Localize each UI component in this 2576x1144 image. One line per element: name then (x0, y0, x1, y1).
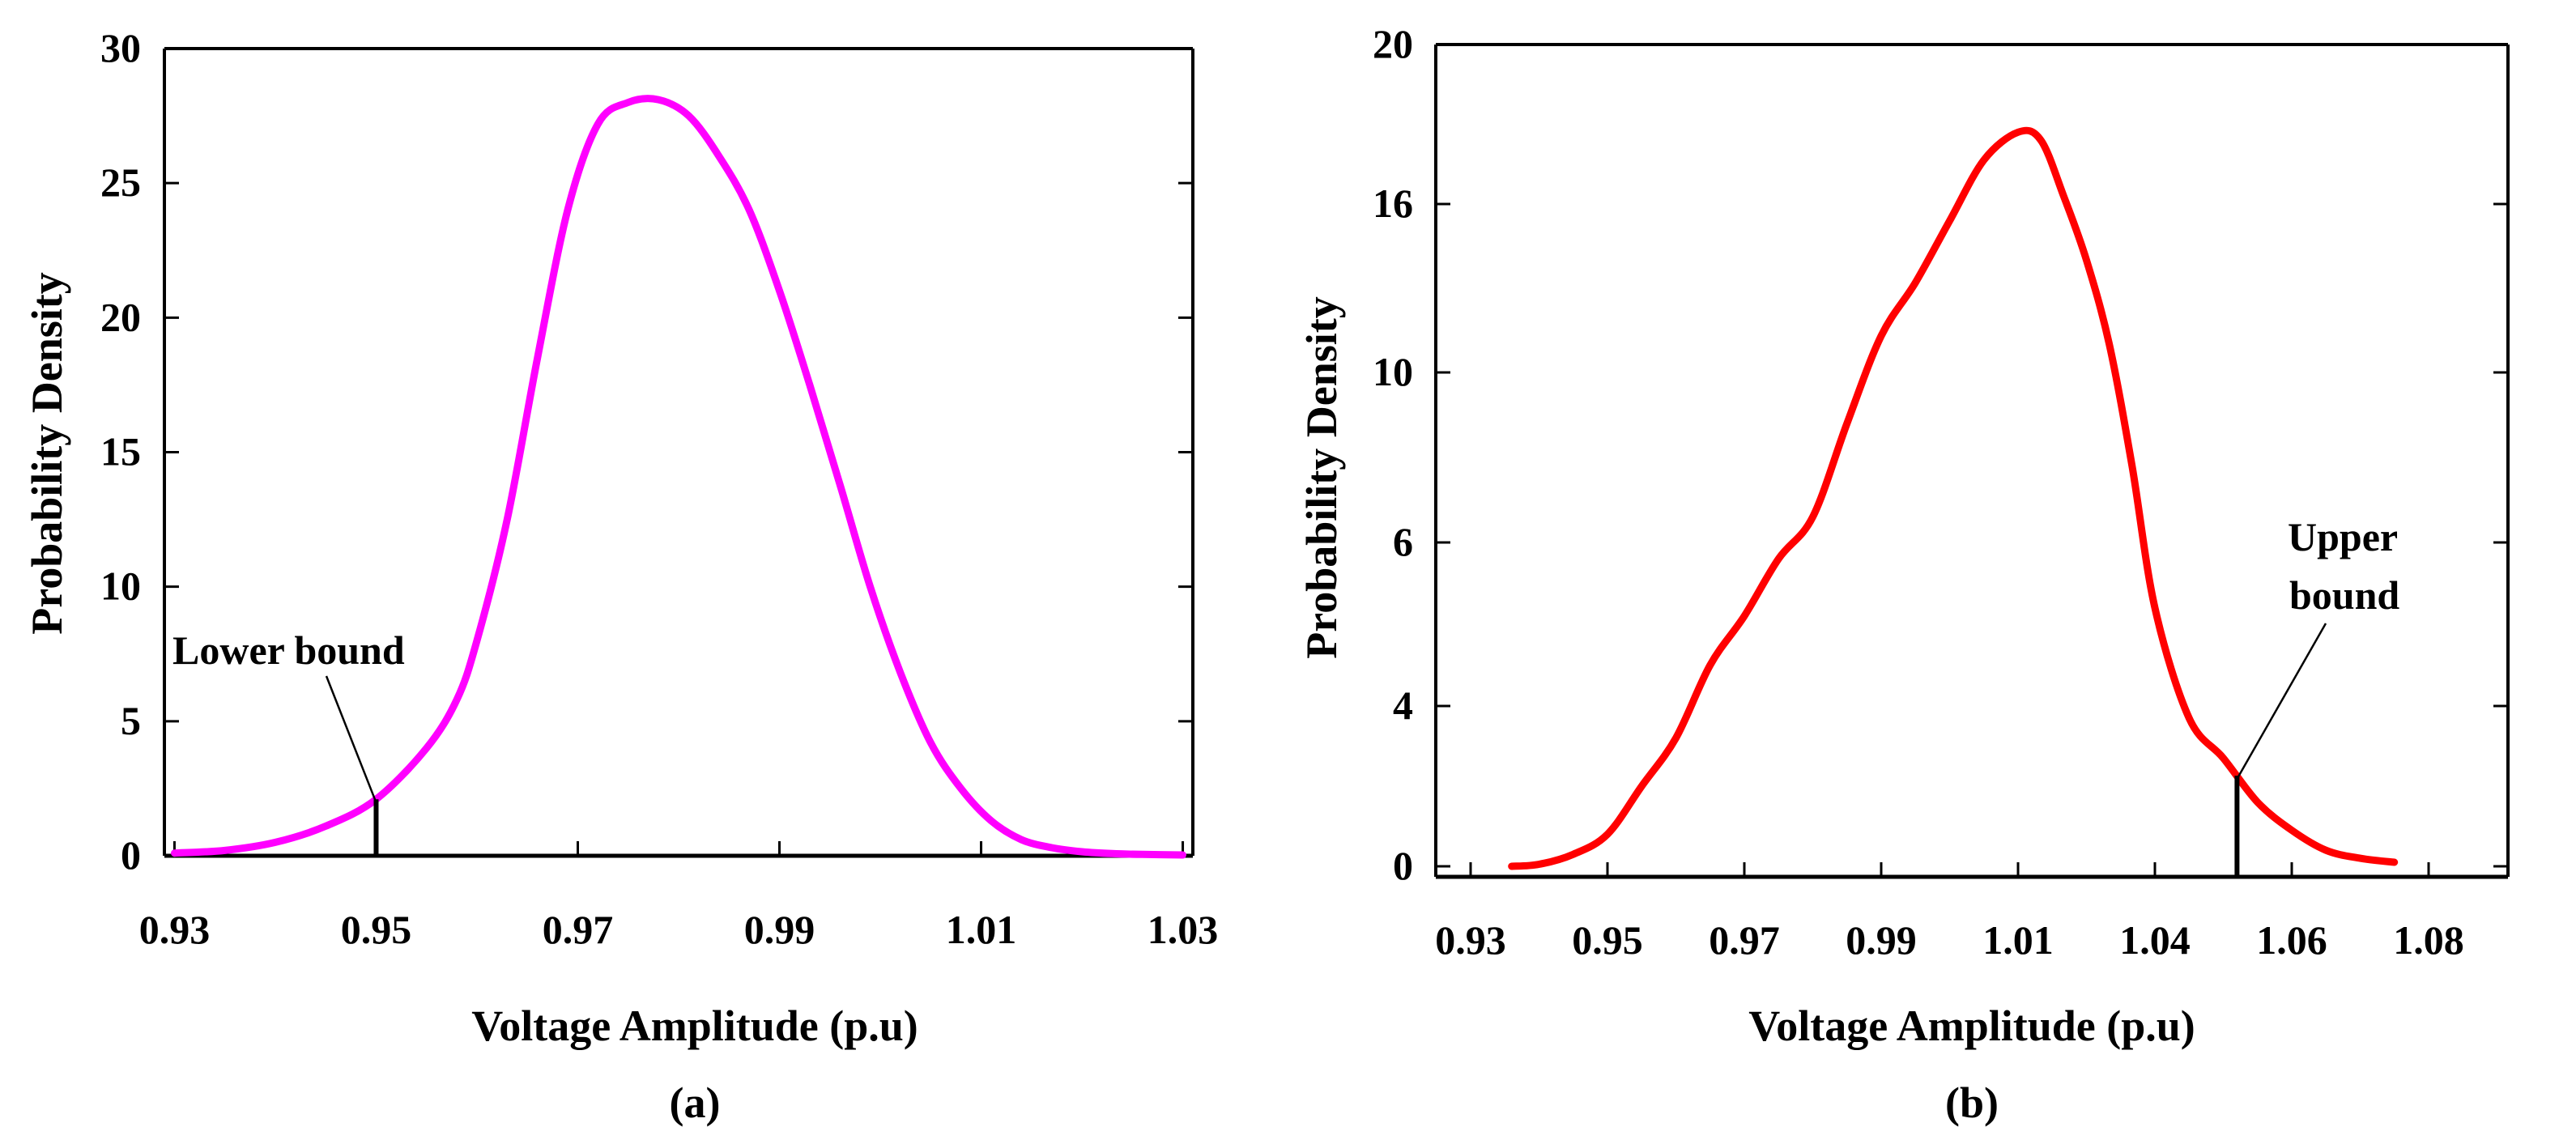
panel-b-ticks (1436, 43, 2508, 877)
panel-a-ticks (164, 47, 1193, 857)
panel-a-y-tick-label: 25 (100, 159, 141, 205)
panel-b-annotation-line-2: bound (2289, 572, 2399, 618)
panel-b-x-tick-label: 1.06 (2256, 917, 2327, 963)
panel-a-x-tick-label: 0.93 (139, 907, 211, 952)
panel-a-x-tick-labels: 0.93 0.95 0.97 0.99 1.01 1.03 (139, 907, 1219, 952)
panel-a-x-tick-label: 0.97 (543, 907, 614, 952)
panel-b-y-tick-label: 0 (1393, 843, 1413, 888)
panel-a-series-line (171, 95, 1186, 859)
panel-a-y-tick-label: 10 (100, 563, 141, 609)
panel-a-y-tick-label: 20 (100, 294, 141, 339)
panel-b: 0 4 6 10 16 20 0.93 0.95 0.97 0.99 1.01 1.04 1.06 1.… (1297, 21, 2510, 1127)
panel-b-annotation-line-1: Upper (2288, 514, 2398, 559)
panel-b-y-tick-label: 20 (1373, 21, 1413, 66)
panel-a-caption: (a) (670, 1078, 721, 1127)
panel-b-y-tick-label: 10 (1373, 349, 1413, 394)
panel-a-y-tick-label: 15 (100, 429, 141, 474)
panel-b-x-tick-label: 1.01 (1982, 917, 2054, 963)
panel-b-y-tick-label: 6 (1393, 519, 1413, 564)
panel-a-x-axis-label: Voltage Amplitude (p.u) (471, 1002, 918, 1050)
panel-a-annotation-leader (325, 675, 377, 803)
panel-a: 0 5 10 15 20 25 30 0.93 0.95 0.97 0.99 1.01 1.03 Lo… (23, 25, 1218, 1127)
panel-b-x-tick-label: 0.97 (1709, 917, 1780, 963)
panel-b-x-tick-label: 1.08 (2393, 917, 2464, 963)
panel-a-x-tick-label: 1.01 (946, 907, 1017, 952)
panel-a-y-axis-label: Probability Density (23, 272, 71, 635)
panel-b-y-axis-label: Probability Density (1297, 296, 1346, 659)
panel-a-y-tick-labels: 0 5 10 15 20 25 30 (100, 25, 141, 878)
panel-a-y-tick-label: 30 (100, 25, 141, 70)
panel-b-x-tick-label: 0.99 (1846, 917, 1917, 963)
panel-a-x-tick-label: 0.95 (341, 907, 412, 952)
panel-a-x-tick-label: 1.03 (1147, 907, 1219, 952)
panel-b-y-tick-label: 4 (1393, 683, 1413, 728)
panel-b-x-tick-label: 0.93 (1435, 917, 1506, 963)
panel-b-y-tick-label: 16 (1373, 181, 1413, 226)
panel-a-y-tick-label: 0 (121, 832, 141, 878)
panel-b-y-tick-labels: 0 4 6 10 16 20 (1373, 21, 1413, 888)
panel-b-x-tick-label: 1.04 (2119, 917, 2191, 963)
panel-a-y-tick-label: 5 (121, 698, 141, 743)
panel-b-x-tick-labels: 0.93 0.95 0.97 0.99 1.01 1.04 1.06 1.08 (1435, 917, 2464, 963)
panel-b-x-tick-label: 0.95 (1572, 917, 1643, 963)
panel-a-x-tick-label: 0.99 (744, 907, 815, 952)
panel-b-x-axis-label: Voltage Amplitude (p.u) (1748, 1002, 2195, 1050)
panel-b-series-line (1508, 126, 2399, 870)
panel-b-caption: (b) (1945, 1078, 1999, 1127)
panel-a-annotation: Lower bound (172, 627, 405, 673)
panel-b-annotation-leader (2236, 623, 2327, 780)
